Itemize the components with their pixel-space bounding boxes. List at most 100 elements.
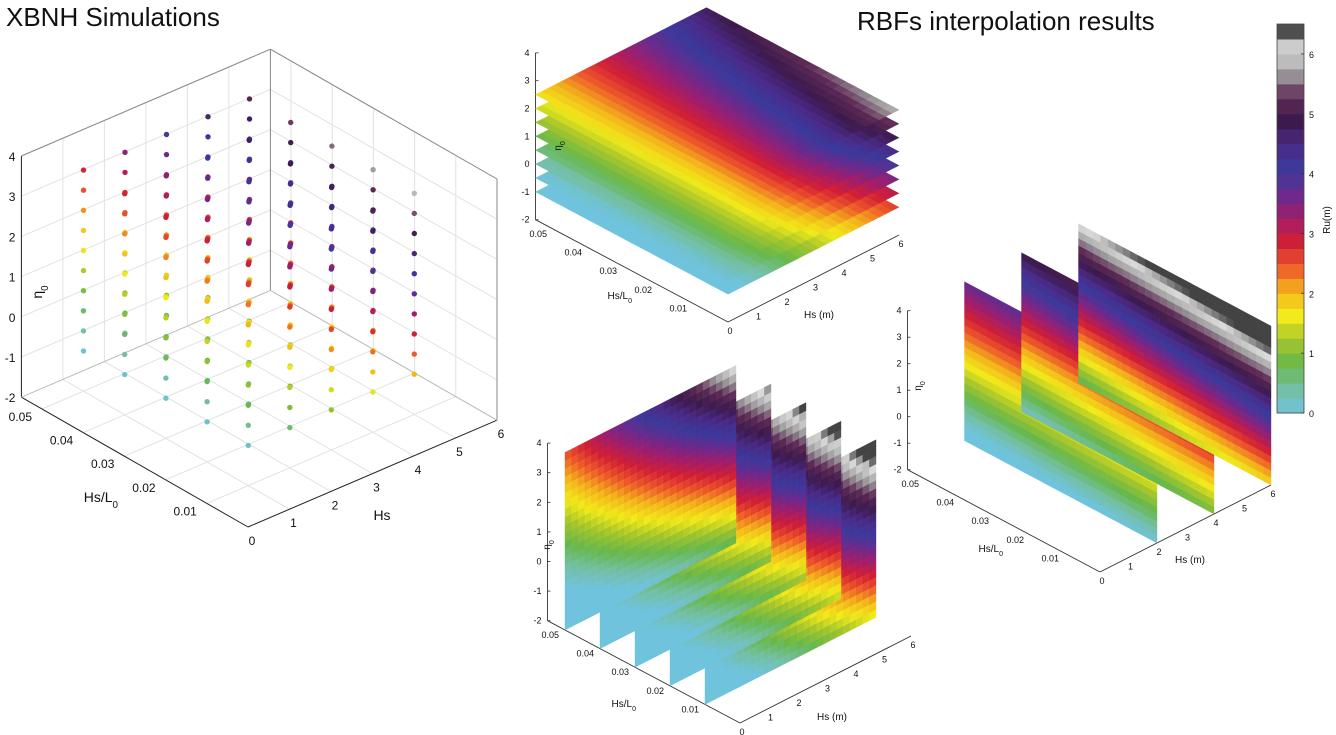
x-tick-label: 0.01 bbox=[1041, 553, 1059, 563]
x-tick-label: 0.05 bbox=[529, 229, 547, 239]
data-point bbox=[204, 399, 210, 405]
data-point bbox=[204, 258, 210, 264]
data-point bbox=[204, 216, 211, 223]
z-tick-label: 3 bbox=[9, 190, 16, 204]
x-tick-label: 0.04 bbox=[564, 248, 582, 258]
data-point bbox=[287, 244, 293, 250]
data-point bbox=[205, 175, 211, 181]
data-point bbox=[287, 324, 293, 330]
z-tick-label: 0 bbox=[524, 159, 529, 169]
axis-line bbox=[727, 234, 900, 323]
x-tick-label: 0.04 bbox=[936, 498, 954, 508]
axis-line-x bbox=[21, 396, 249, 528]
y-tick-label: 4 bbox=[841, 268, 846, 278]
data-point bbox=[245, 240, 252, 246]
data-point bbox=[328, 407, 334, 413]
y-tick-label: 2 bbox=[332, 498, 339, 512]
back-wall-grid-line bbox=[21, 249, 271, 358]
data-point bbox=[122, 351, 128, 358]
back-wall-grid-line bbox=[21, 88, 271, 197]
data-point bbox=[80, 267, 87, 274]
data-point bbox=[287, 222, 293, 229]
data-point bbox=[205, 134, 211, 140]
data-point bbox=[245, 402, 251, 408]
side-wall-grid-line bbox=[270, 209, 498, 341]
data-point bbox=[163, 193, 169, 199]
z-tick-label: 0 bbox=[9, 311, 16, 325]
data-point bbox=[411, 371, 417, 377]
z-tick-label: -2 bbox=[521, 215, 529, 225]
x-tick-label: 0.03 bbox=[599, 266, 617, 276]
data-point bbox=[411, 311, 417, 317]
y-axis-label: Hs bbox=[373, 507, 390, 523]
data-point bbox=[204, 298, 210, 304]
data-point bbox=[245, 342, 251, 348]
data-point bbox=[163, 151, 170, 158]
data-point bbox=[80, 247, 87, 254]
data-point bbox=[245, 362, 251, 368]
data-point bbox=[370, 208, 376, 214]
data-point bbox=[328, 204, 335, 211]
data-point bbox=[204, 196, 211, 203]
data-point bbox=[328, 326, 334, 333]
floor-grid-line bbox=[187, 325, 415, 457]
y-axis-label: Hs (m) bbox=[804, 310, 834, 321]
data-point bbox=[163, 274, 169, 281]
data-point bbox=[163, 234, 169, 241]
y-tick-label: 0 bbox=[1099, 576, 1104, 586]
x-axis-label: Hs/L0 bbox=[608, 291, 633, 305]
data-point bbox=[370, 369, 376, 375]
z-tick-label: 4 bbox=[9, 150, 16, 164]
x-tick-label: 0.02 bbox=[1006, 535, 1024, 545]
data-point bbox=[288, 139, 294, 146]
data-point bbox=[245, 422, 251, 428]
data-point bbox=[287, 344, 293, 350]
z-tick-label: -2 bbox=[5, 391, 16, 405]
data-point bbox=[328, 286, 334, 292]
y-tick-label: 6 bbox=[898, 239, 903, 249]
data-point bbox=[328, 184, 335, 191]
data-point bbox=[329, 143, 335, 149]
y-tick-label: 1 bbox=[290, 516, 297, 530]
data-point bbox=[163, 335, 169, 341]
y-tick-label: 3 bbox=[813, 283, 818, 293]
z-tick-label: 3 bbox=[524, 76, 529, 86]
data-point bbox=[245, 302, 251, 308]
back-wall-grid-line bbox=[21, 209, 271, 318]
data-point bbox=[329, 163, 335, 169]
y-tick-label: 2 bbox=[1156, 547, 1161, 557]
data-point bbox=[245, 220, 252, 226]
y-tick-label: 0 bbox=[727, 326, 732, 336]
data-point bbox=[163, 295, 169, 301]
x-tick-label: 0.03 bbox=[91, 457, 115, 471]
side-wall-grid-line bbox=[270, 88, 498, 220]
y-tick-label: 6 bbox=[498, 427, 505, 441]
y-tick-label: 3 bbox=[373, 481, 380, 495]
title-right: RBFs interpolation results bbox=[857, 6, 1155, 36]
data-point bbox=[288, 119, 294, 126]
y-tick-label: 2 bbox=[784, 297, 789, 307]
scatter-panel: -2-1012340.010.020.030.040.050123456η0Hs… bbox=[5, 48, 505, 548]
y-tick-label: 0 bbox=[249, 534, 256, 548]
data-point bbox=[370, 329, 376, 335]
data-point bbox=[245, 261, 251, 268]
z-tick-label: -1 bbox=[893, 438, 901, 448]
data-point bbox=[80, 167, 87, 173]
data-point bbox=[287, 161, 294, 167]
data-point bbox=[328, 266, 334, 272]
x-tick-label: 0.02 bbox=[634, 285, 652, 295]
data-point bbox=[122, 169, 128, 176]
z-tick-label: 2 bbox=[9, 230, 16, 244]
data-point bbox=[328, 366, 334, 373]
side-wall-grid-line bbox=[270, 249, 498, 381]
z-tick-label: 2 bbox=[524, 104, 529, 114]
back-wall-grid-line bbox=[21, 169, 271, 278]
data-point bbox=[411, 250, 417, 257]
data-point bbox=[370, 187, 376, 193]
z-tick-label: 3 bbox=[896, 332, 901, 342]
data-point bbox=[370, 349, 376, 355]
data-point bbox=[204, 419, 210, 425]
x-tick-label: 0.01 bbox=[173, 504, 197, 518]
floor-grid-line bbox=[228, 307, 456, 439]
